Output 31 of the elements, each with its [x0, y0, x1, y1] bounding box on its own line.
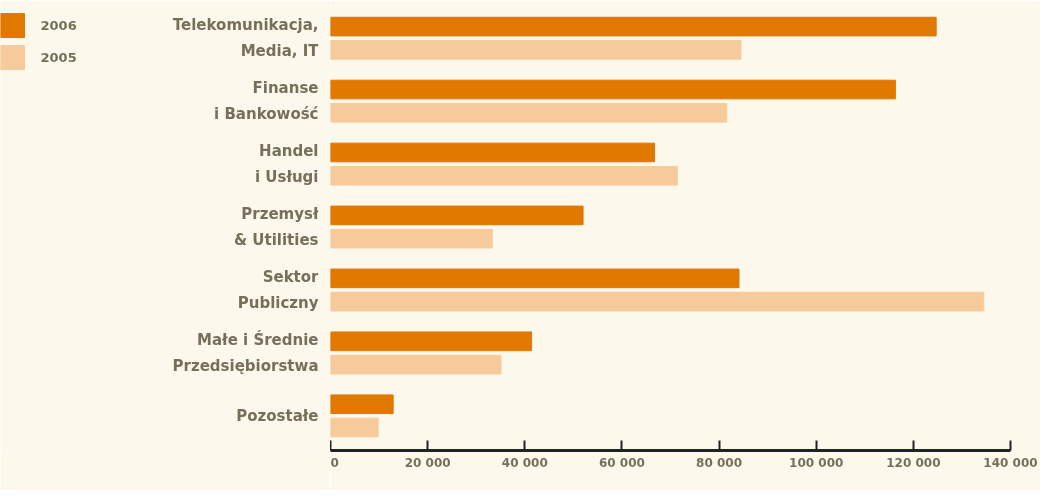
bar: [330, 268, 740, 289]
x-tick-label: 0: [330, 455, 339, 470]
bar: [330, 205, 584, 226]
x-tick-label: 40 000: [501, 455, 548, 470]
y-tick-label: Małe i Średnie Przedsiębiorstwa: [172, 329, 319, 375]
bar: [330, 103, 728, 123]
bar: [330, 16, 937, 37]
y-tick-label: Telekomunikacja, Media, IT: [172, 16, 320, 61]
bar: [330, 228, 493, 249]
x-tick-label: 120 000: [886, 455, 941, 470]
bar: [330, 165, 678, 186]
bar: [330, 331, 533, 352]
legend-label: 2005: [40, 50, 77, 65]
y-tick-label: Przemysł & Utilities: [234, 205, 319, 250]
y-tick-label: Finanse i Bankowość: [214, 79, 319, 124]
bar: [330, 40, 742, 60]
x-tick-label: 20 000: [404, 455, 451, 470]
x-tick-label: 140 000: [983, 455, 1038, 470]
x-tick-label: 60 000: [598, 455, 645, 470]
y-tick-label: Pozostałe: [236, 406, 319, 425]
bar: [330, 354, 502, 375]
bar: [330, 142, 655, 163]
bar: [330, 79, 896, 100]
x-tick-label: 80 000: [696, 455, 743, 470]
bar: [330, 417, 379, 438]
y-tick-label: Handel i Usługi: [254, 142, 319, 187]
y-tick-label: Sektor Publiczny: [237, 267, 320, 313]
bar: [330, 394, 394, 415]
legend-label: 2006: [40, 18, 77, 33]
bar: [330, 291, 985, 312]
x-tick-label: 100 000: [789, 455, 844, 470]
